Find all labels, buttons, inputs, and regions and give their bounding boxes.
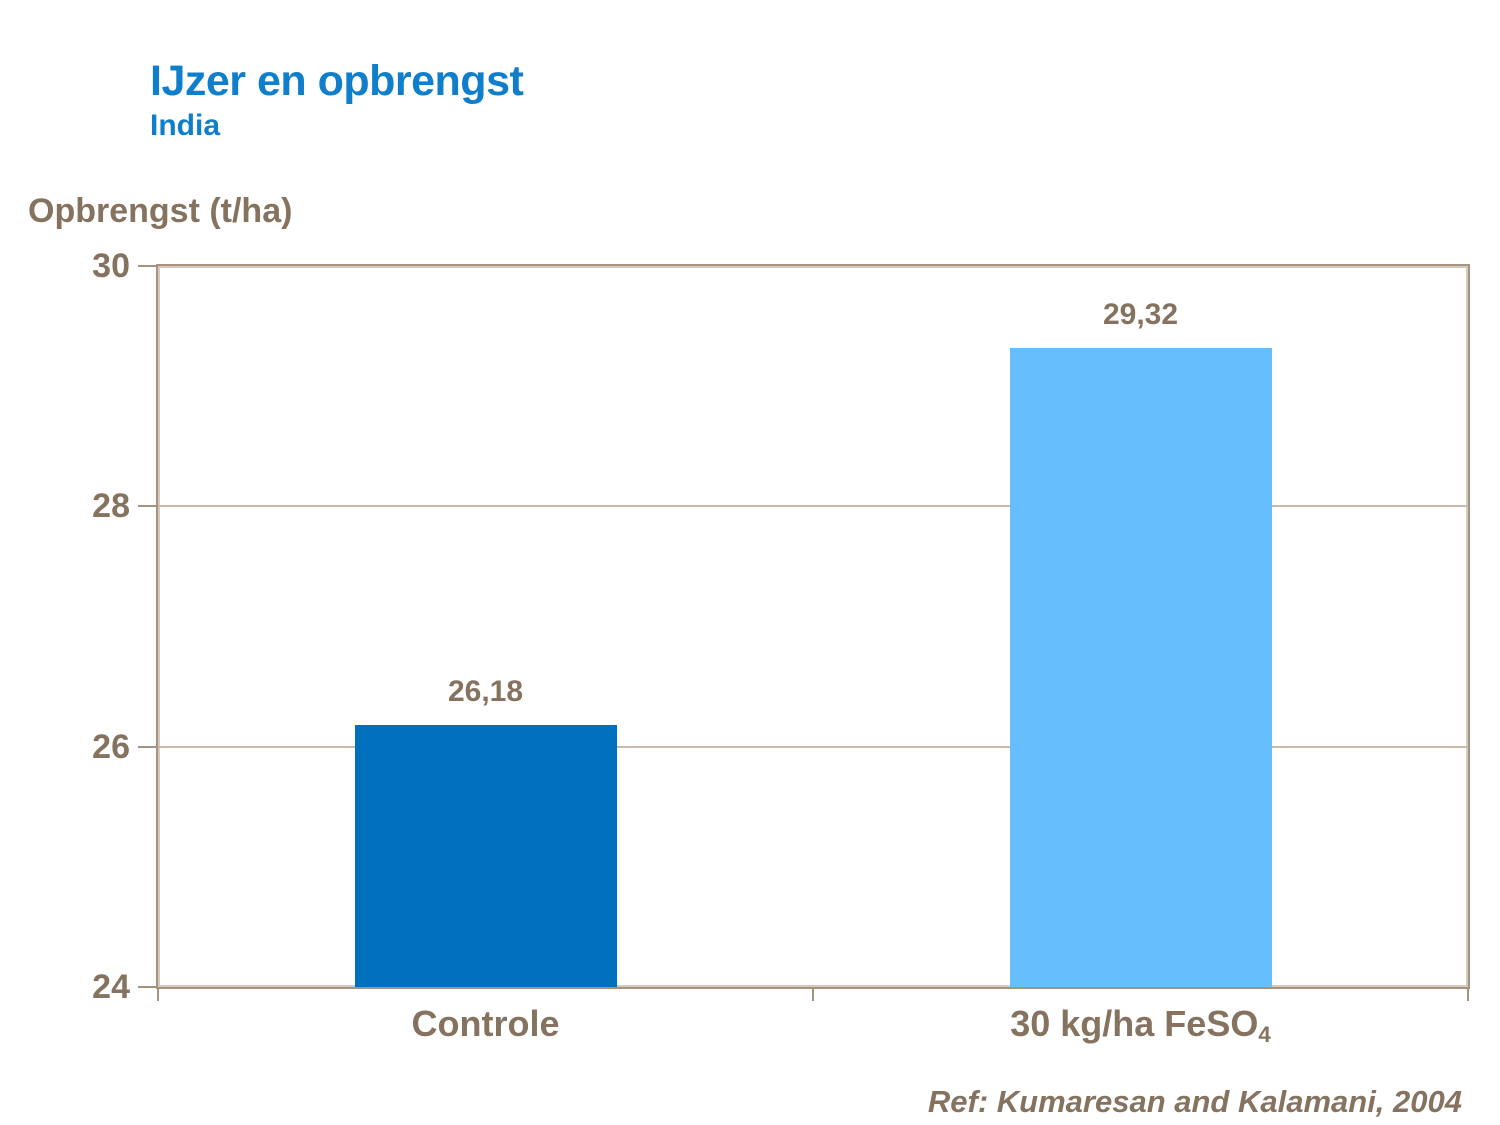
bar-value-label-0: 26,18 <box>447 675 524 709</box>
y-tick-label-24: 24 <box>92 968 130 1006</box>
plot-area <box>156 264 1470 989</box>
x-category-subscript: 4 <box>1258 1021 1271 1047</box>
reference-text: Ref: Kumaresan and Kalamani, 2004 <box>927 1084 1462 1119</box>
y-tick-mark-24 <box>138 986 158 988</box>
x-category-label-1: 30 kg/ha FeSO4 <box>881 1002 1401 1051</box>
gridline-26 <box>158 745 1468 748</box>
y-tick-mark-30 <box>138 265 158 267</box>
x-category-text: Controle <box>411 1003 560 1044</box>
x-category-text: 30 kg/ha FeSO <box>1010 1003 1259 1044</box>
gridline-28 <box>158 505 1468 508</box>
bar-1 <box>1009 347 1272 987</box>
chart-subtitle: India <box>150 109 221 142</box>
y-tick-label-28: 28 <box>92 487 130 526</box>
x-tick-mark-2 <box>1467 987 1469 1001</box>
bar-0 <box>354 725 617 987</box>
x-tick-mark-0 <box>157 987 159 1001</box>
y-tick-mark-26 <box>138 745 158 748</box>
y-tick-label-30: 30 <box>92 247 130 285</box>
x-category-label-0: Controle <box>226 1002 746 1046</box>
y-tick-label-26: 26 <box>92 727 130 766</box>
x-tick-mark-1 <box>812 987 814 1001</box>
chart-title: IJzer en opbrengst <box>150 57 524 105</box>
y-tick-mark-28 <box>138 505 158 508</box>
y-axis-title: Opbrengst (t/ha) <box>28 192 293 230</box>
bar-value-label-1: 29,32 <box>1102 297 1179 331</box>
